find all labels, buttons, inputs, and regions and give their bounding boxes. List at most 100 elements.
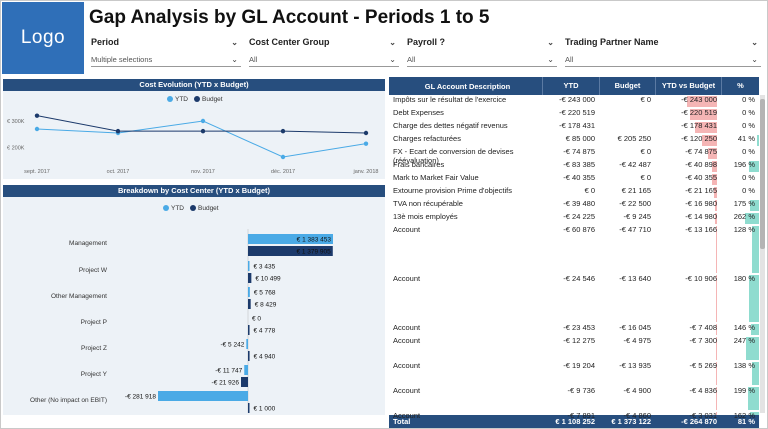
bar-ytd	[248, 261, 250, 271]
cell-ytd: -€ 19 204	[563, 361, 595, 370]
cell-description: Account	[393, 336, 421, 345]
legend-item-budget[interactable]: Budget	[190, 205, 219, 212]
data-point-ytd	[200, 118, 206, 124]
column-header[interactable]: YTD vs Budget	[655, 77, 721, 95]
table-row[interactable]: Mark to Market Fair Value -€ 40 355 € 0 -€ …	[389, 173, 759, 186]
data-point-ytd	[280, 154, 286, 160]
x-tick-label: nov. 2017	[191, 169, 215, 175]
table-row[interactable]: FX - Ecart de conversion de devises (réé…	[389, 147, 759, 165]
cell-pct: 196 %	[721, 160, 759, 172]
cell-description: 13è mois employés	[393, 212, 458, 221]
cell-description: Account	[393, 361, 421, 370]
cell-ytd-vs-budget: -€ 120 250	[655, 134, 721, 146]
breakdown-legend[interactable]: YTD Budget	[163, 205, 219, 212]
column-header[interactable]: GL Account Description	[424, 81, 511, 91]
cell-description: Account	[393, 323, 421, 332]
table-row[interactable]: TVA non récupérable -€ 39 480 -€ 22 500 -€ …	[389, 199, 759, 212]
collapse-chevron-icon[interactable]: ⌄	[751, 37, 758, 47]
dropdown-chevron-icon[interactable]: ⌄	[231, 55, 238, 64]
table-scrollbar[interactable]	[760, 95, 765, 413]
slicer-value[interactable]: All	[407, 55, 416, 64]
table-row[interactable]: Charges refacturées € 85 000 € 205 250 -€ 1…	[389, 134, 759, 147]
table-row[interactable]: Account -€ 12 275 -€ 4 975 -€ 7 300 247 %	[389, 336, 759, 361]
table-row[interactable]: Account -€ 7 891 -€ 4 860 -€ 3 031 162 %	[389, 411, 759, 424]
cost-evolution-legend[interactable]: YTD Budget	[167, 96, 223, 103]
data-point-ytd	[363, 141, 369, 146]
variance-bar	[714, 200, 717, 211]
pct-bar	[745, 213, 759, 224]
bar-budget	[248, 273, 252, 283]
slicer-payroll[interactable]: Payroll ? ⌄ All ⌄	[407, 35, 557, 71]
legend-item-budget[interactable]: Budget	[194, 96, 223, 103]
table-row[interactable]: Frais bancaires -€ 83 385 -€ 42 487 -€ 40 8…	[389, 160, 759, 173]
collapse-chevron-icon[interactable]: ⌄	[389, 37, 396, 47]
cell-ytd-vs-budget: -€ 74 875	[655, 147, 721, 159]
data-label: € 5 768	[254, 290, 276, 297]
table-row[interactable]: Account -€ 19 204 -€ 13 935 -€ 5 269 138 %	[389, 361, 759, 386]
bar-budget	[248, 403, 250, 413]
cell-ytd-vs-budget: -€ 3 031	[655, 411, 721, 423]
cell-ytd-vs-budget: -€ 40 355	[655, 173, 721, 185]
table-row[interactable]: Account -€ 23 453 -€ 16 045 -€ 7 408 146 %	[389, 323, 759, 336]
slicer-trading-partner[interactable]: Trading Partner Name ⌄ All ⌄	[565, 35, 761, 71]
cell-ytd-vs-budget: -€ 10 906	[655, 274, 721, 322]
pct-bar	[745, 337, 759, 360]
collapse-chevron-icon[interactable]: ⌄	[547, 37, 554, 47]
pct-bar	[748, 161, 759, 172]
column-header[interactable]: YTD	[542, 77, 599, 95]
gl-account-table[interactable]: GL Account Description YTD Budget YTD vs…	[389, 77, 759, 424]
cell-pct: 41 %	[721, 134, 759, 146]
cell-pct: 175 %	[721, 199, 759, 211]
cell-ytd: -€ 60 876	[563, 225, 595, 234]
pct-bar	[756, 135, 759, 146]
dropdown-chevron-icon[interactable]: ⌄	[547, 55, 554, 64]
table-row[interactable]: Account -€ 24 546 -€ 13 640 -€ 10 906 180 %	[389, 274, 759, 323]
data-label: -€ 5 242	[220, 342, 244, 349]
table-row[interactable]: Account -€ 9 736 -€ 4 900 -€ 4 836 199 %	[389, 386, 759, 411]
cell-pct: 138 %	[721, 361, 759, 385]
legend-item-ytd[interactable]: YTD	[167, 96, 188, 103]
cell-pct: 0 %	[742, 121, 755, 130]
slicer-value[interactable]: All	[565, 55, 574, 64]
table-row[interactable]: Account -€ 60 876 -€ 47 710 -€ 13 166 128 %	[389, 225, 759, 274]
cell-description: Account	[393, 386, 421, 395]
dropdown-chevron-icon[interactable]: ⌄	[751, 55, 758, 64]
variance-bar	[716, 387, 717, 410]
slicer-value[interactable]: Multiple selections	[91, 55, 153, 64]
breakdown-chart[interactable]: Management Project W Other Management Proje…	[3, 215, 385, 415]
data-point-budget	[34, 113, 40, 118]
table-row[interactable]: Charge des dettes négatif revenus -€ 178 …	[389, 121, 759, 134]
cell-ytd-vs-budget: -€ 13 166	[655, 225, 721, 273]
slicer-cost-center-group[interactable]: Cost Center Group ⌄ All ⌄	[249, 35, 399, 71]
y-tick-label: € 200K	[7, 146, 25, 152]
page-title: Gap Analysis by GL Account - Periods 1 t…	[89, 7, 490, 28]
cell-budget: € 0	[640, 95, 651, 104]
category-label: Project P	[81, 319, 107, 326]
variance-bar	[716, 362, 717, 385]
scrollbar-thumb[interactable]	[760, 99, 765, 249]
dropdown-chevron-icon[interactable]: ⌄	[389, 55, 396, 64]
cell-pct: 180 %	[721, 274, 759, 322]
collapse-chevron-icon[interactable]: ⌄	[231, 37, 238, 47]
cell-pct: 128 %	[721, 225, 759, 273]
slicer-label: Cost Center Group	[249, 37, 330, 47]
cell-description: Charge des dettes négatif revenus	[393, 121, 508, 130]
slicer-value[interactable]: All	[249, 55, 258, 64]
column-header[interactable]: Budget	[599, 77, 655, 95]
data-label: € 0	[252, 316, 261, 323]
slicer-period[interactable]: Period ⌄ Multiple selections ⌄	[91, 35, 241, 71]
cell-ytd-vs-budget: -€ 178 431	[655, 121, 721, 133]
table-row[interactable]: Extourne provision Prime d'objectifs € 0 €…	[389, 186, 759, 199]
table-row[interactable]: 13è mois employés -€ 24 225 -€ 9 245 -€ 14 …	[389, 212, 759, 225]
cell-budget: -€ 4 860	[623, 411, 651, 420]
column-header[interactable]: %	[721, 77, 759, 95]
table-row[interactable]: Debt Expenses -€ 220 519 -€ 220 519 0 %	[389, 108, 759, 121]
variance-bar	[711, 174, 717, 185]
legend-item-ytd[interactable]: YTD	[163, 205, 184, 212]
cell-description: TVA non récupérable	[393, 199, 463, 208]
cost-evolution-chart[interactable]: € 300K € 200K sept. 2017 oct. 2017 nov. 2017…	[3, 105, 385, 179]
cell-ytd-vs-budget: -€ 220 519	[655, 108, 721, 120]
breakdown-panel	[3, 197, 385, 415]
pct-bar	[751, 324, 759, 335]
table-row[interactable]: Impôts sur le résultat de l'exercice -€ 2…	[389, 95, 759, 108]
